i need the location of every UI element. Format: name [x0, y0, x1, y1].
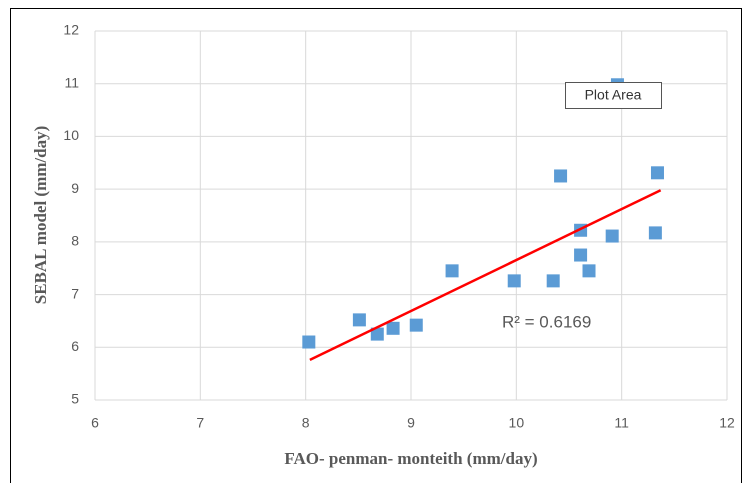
x-tick-label: 12: [719, 415, 735, 431]
point: [554, 169, 568, 183]
x-tick-label: 9: [407, 415, 415, 431]
point: [302, 335, 316, 349]
y-tick-label: 7: [71, 285, 79, 301]
x-tick-label: 10: [509, 415, 525, 431]
r-squared-annotation: R² = 0.6169: [502, 312, 591, 331]
point: [574, 248, 588, 262]
point: [370, 327, 384, 341]
x-tick-label: 8: [302, 415, 310, 431]
point: [650, 166, 664, 180]
chart-border: [10, 8, 742, 488]
x-tick-label: 6: [91, 415, 99, 431]
tooltip-box: [565, 82, 662, 109]
point: [507, 274, 521, 288]
y-tick-label: 5: [71, 391, 79, 407]
point: [605, 229, 619, 243]
point: [352, 313, 366, 327]
y-tick-label: 9: [71, 180, 79, 196]
point: [546, 274, 560, 288]
x-tick-label: 7: [196, 415, 204, 431]
point: [386, 321, 400, 335]
point: [409, 318, 423, 332]
x-axis-title: FAO- penman- monteith (mm/day): [284, 449, 537, 468]
tooltip: Plot Area: [585, 87, 642, 103]
y-tick-label: 11: [64, 74, 79, 90]
y-tick-label: 8: [71, 233, 79, 249]
trendline: [309, 189, 662, 362]
x-tick-label: 11: [614, 415, 629, 431]
point: [582, 264, 596, 278]
y-tick-label: 10: [63, 127, 79, 143]
point: [648, 226, 662, 240]
y-tick-label: 6: [71, 338, 79, 354]
y-axis-title: SEBAL model (mm/day): [31, 126, 50, 305]
y-tick-label: 12: [63, 22, 79, 38]
point: [445, 264, 459, 278]
